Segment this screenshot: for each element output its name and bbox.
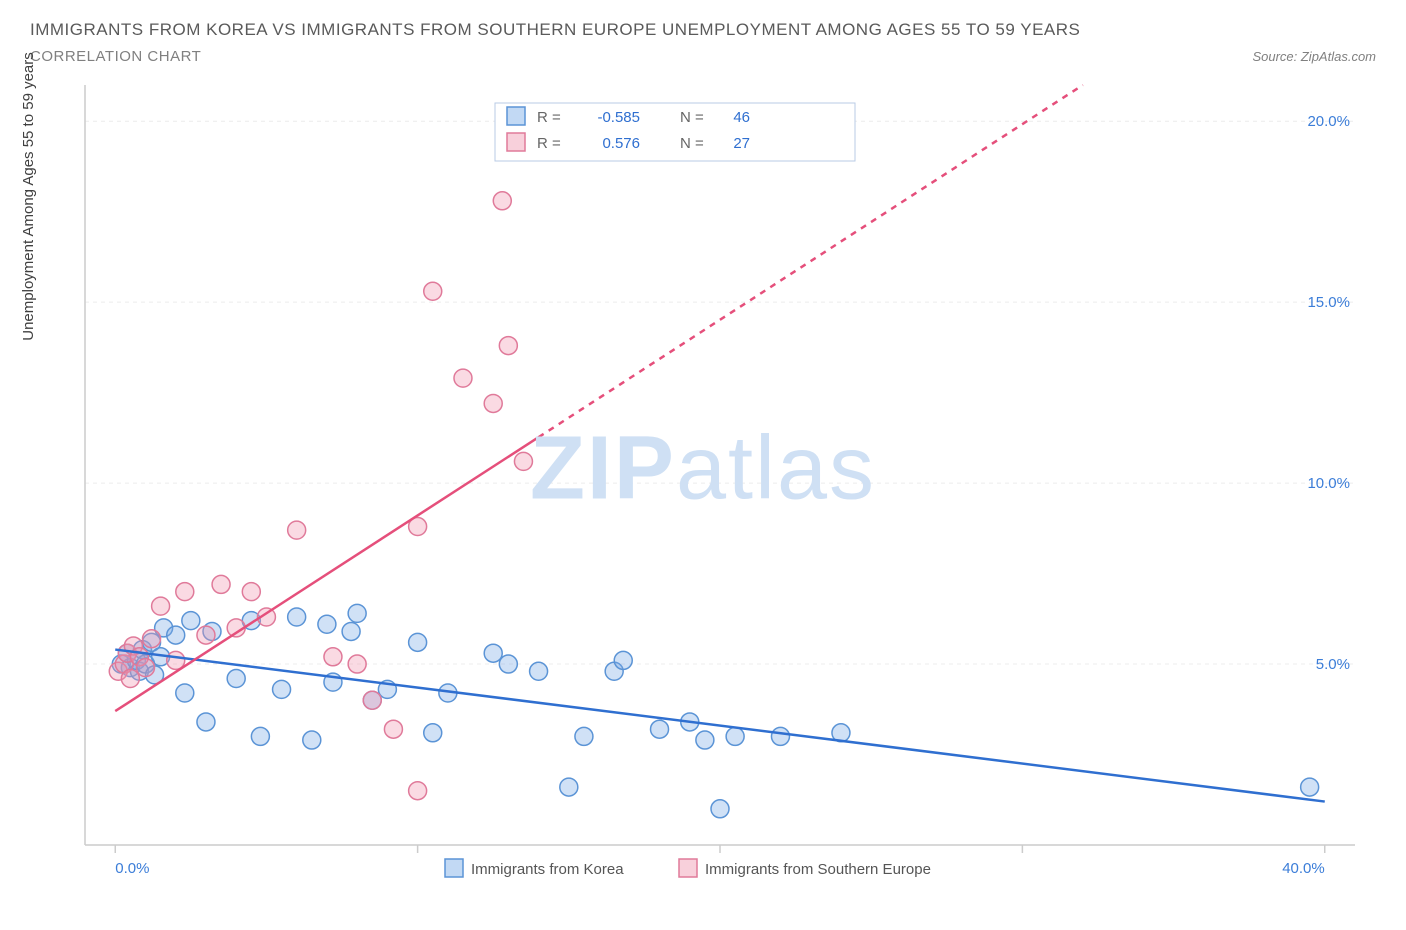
svg-text:40.0%: 40.0%: [1282, 860, 1325, 877]
svg-text:-0.585: -0.585: [597, 109, 640, 126]
scatter-chart: 0.0% 40.0% 5.0% 10.0% 15.0% 20.0% R = -0.585 N =…: [30, 75, 1376, 895]
chart-title: IMMIGRANTS FROM KOREA VS IMMIGRANTS FROM…: [30, 20, 1376, 40]
chart-subtitle: CORRELATION CHART: [30, 48, 201, 65]
svg-text:Immigrants from Korea: Immigrants from Korea: [471, 861, 624, 878]
subtitle-row: CORRELATION CHART Source: ZipAtlas.com: [30, 48, 1376, 65]
svg-text:27: 27: [733, 135, 750, 152]
svg-text:0.576: 0.576: [602, 135, 640, 152]
svg-text:N =: N =: [680, 135, 704, 152]
svg-text:0.0%: 0.0%: [115, 860, 149, 877]
svg-text:Immigrants from Southern Europ: Immigrants from Southern Europe: [705, 861, 931, 878]
svg-text:20.0%: 20.0%: [1307, 113, 1350, 130]
svg-text:15.0%: 15.0%: [1307, 294, 1350, 311]
svg-text:N =: N =: [680, 109, 704, 126]
svg-text:10.0%: 10.0%: [1307, 475, 1350, 492]
chart-area: Unemployment Among Ages 55 to 59 years Z…: [30, 75, 1376, 895]
y-axis-label: Unemployment Among Ages 55 to 59 years: [20, 52, 37, 341]
svg-text:46: 46: [733, 109, 750, 126]
source-label: Source: ZipAtlas.com: [1252, 49, 1376, 64]
svg-text:R =: R =: [537, 109, 561, 126]
svg-text:5.0%: 5.0%: [1316, 656, 1350, 673]
svg-text:R =: R =: [537, 135, 561, 152]
